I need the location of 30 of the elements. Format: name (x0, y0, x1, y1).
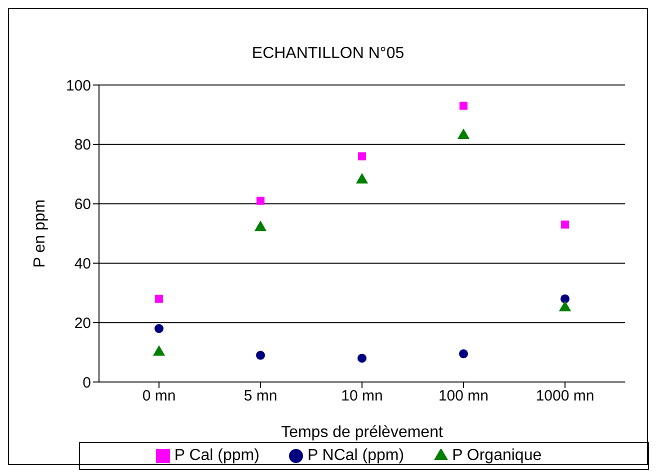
x-tick-label: 100 mn (438, 388, 489, 405)
point (154, 324, 164, 334)
point (155, 294, 163, 303)
x-tick-label: 1000 mn (536, 388, 594, 405)
point (358, 152, 366, 160)
y-tick-label: 20 (74, 314, 91, 332)
point (458, 349, 468, 358)
x-tick-label: 5 mn (244, 388, 278, 405)
x-tick-label: 10 mn (341, 388, 383, 405)
point (560, 294, 570, 304)
point (561, 220, 569, 229)
legend-label: P NCal (ppm) (307, 447, 404, 464)
y-tick-label: 0 (82, 374, 91, 392)
point (357, 354, 367, 363)
legend-label: P Cal (ppm) (174, 447, 260, 464)
y-tick-label: 60 (74, 196, 91, 214)
y-tick-label: 100 (66, 77, 91, 94)
y-tick-label: 80 (74, 136, 91, 154)
legend-label: P Organique (452, 447, 542, 464)
chart-title: ECHANTILLON N°05 (250, 45, 406, 64)
point (256, 350, 266, 360)
point (457, 128, 470, 139)
point (460, 102, 468, 110)
x-tick-label: 0 mn (142, 388, 176, 405)
x-axis-title: Temps de prélèvement (281, 424, 444, 441)
y-axis-title: P en ppm (32, 199, 49, 268)
point (256, 196, 264, 205)
point (356, 173, 368, 184)
y-tick-label: 40 (74, 256, 91, 273)
point (254, 220, 267, 232)
